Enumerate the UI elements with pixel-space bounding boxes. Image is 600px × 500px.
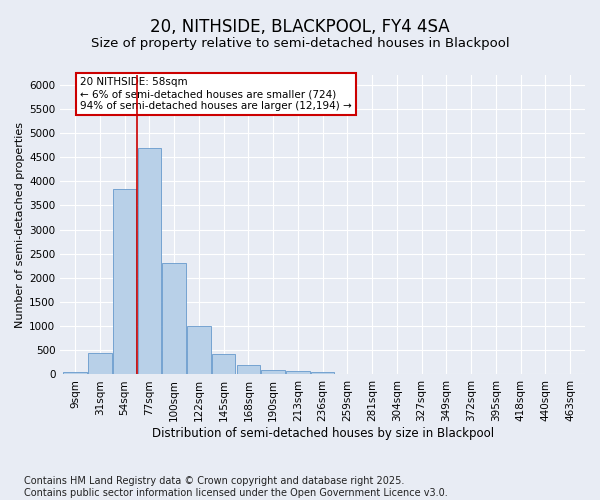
Bar: [88, 352, 112, 374]
Bar: [113, 188, 136, 374]
Bar: [163, 264, 186, 374]
Bar: [286, 371, 310, 374]
Bar: [262, 370, 285, 374]
Text: 20 NITHSIDE: 58sqm
← 6% of semi-detached houses are smaller (724)
94% of semi-de: 20 NITHSIDE: 58sqm ← 6% of semi-detached…: [80, 78, 352, 110]
Bar: [137, 148, 161, 374]
Bar: [311, 372, 334, 374]
Bar: [236, 365, 260, 374]
X-axis label: Distribution of semi-detached houses by size in Blackpool: Distribution of semi-detached houses by …: [152, 427, 494, 440]
Text: 20, NITHSIDE, BLACKPOOL, FY4 4SA: 20, NITHSIDE, BLACKPOOL, FY4 4SA: [150, 18, 450, 36]
Text: Contains HM Land Registry data © Crown copyright and database right 2025.
Contai: Contains HM Land Registry data © Crown c…: [24, 476, 448, 498]
Bar: [187, 326, 211, 374]
Bar: [64, 372, 87, 374]
Bar: [212, 354, 235, 374]
Text: Size of property relative to semi-detached houses in Blackpool: Size of property relative to semi-detach…: [91, 36, 509, 50]
Y-axis label: Number of semi-detached properties: Number of semi-detached properties: [15, 122, 25, 328]
